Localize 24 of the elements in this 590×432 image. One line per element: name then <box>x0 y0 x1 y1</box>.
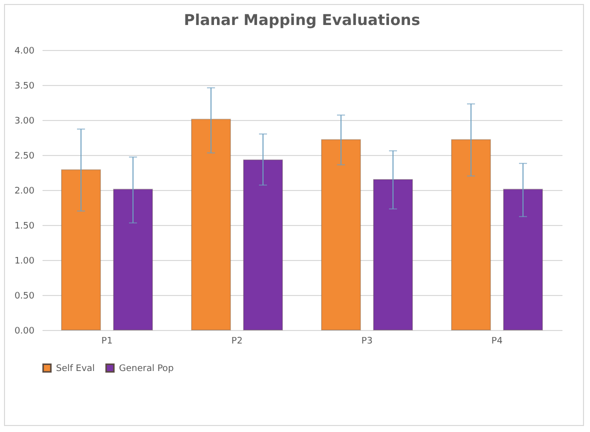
bar <box>321 139 361 330</box>
bar <box>451 139 491 330</box>
y-tick-label: 0.00 <box>14 326 35 336</box>
y-tick-label: 2.00 <box>14 186 35 196</box>
bar <box>191 118 231 330</box>
y-tick-label: 4.00 <box>14 46 35 56</box>
y-tick-label: 3.00 <box>14 116 35 126</box>
y-tick-label: 1.50 <box>14 222 35 232</box>
x-tick-label: P2 <box>231 336 243 346</box>
bar <box>373 179 413 330</box>
y-tick-label: 2.50 <box>14 152 35 162</box>
bar <box>61 169 101 330</box>
bar <box>113 188 153 330</box>
x-tick-label: P1 <box>101 336 113 346</box>
y-tick-label: 1.00 <box>14 256 35 266</box>
x-tick-label: P4 <box>491 336 503 346</box>
y-tick-label: 0.50 <box>14 292 35 302</box>
y-tick-label: 3.50 <box>14 82 35 92</box>
bar <box>503 188 543 330</box>
x-tick-label: P3 <box>361 336 373 346</box>
legend-label: Self Eval <box>56 364 95 374</box>
chart-title: Planar Mapping Evaluations <box>184 11 420 29</box>
bar <box>243 159 283 330</box>
legend-label: General Pop <box>119 364 174 374</box>
